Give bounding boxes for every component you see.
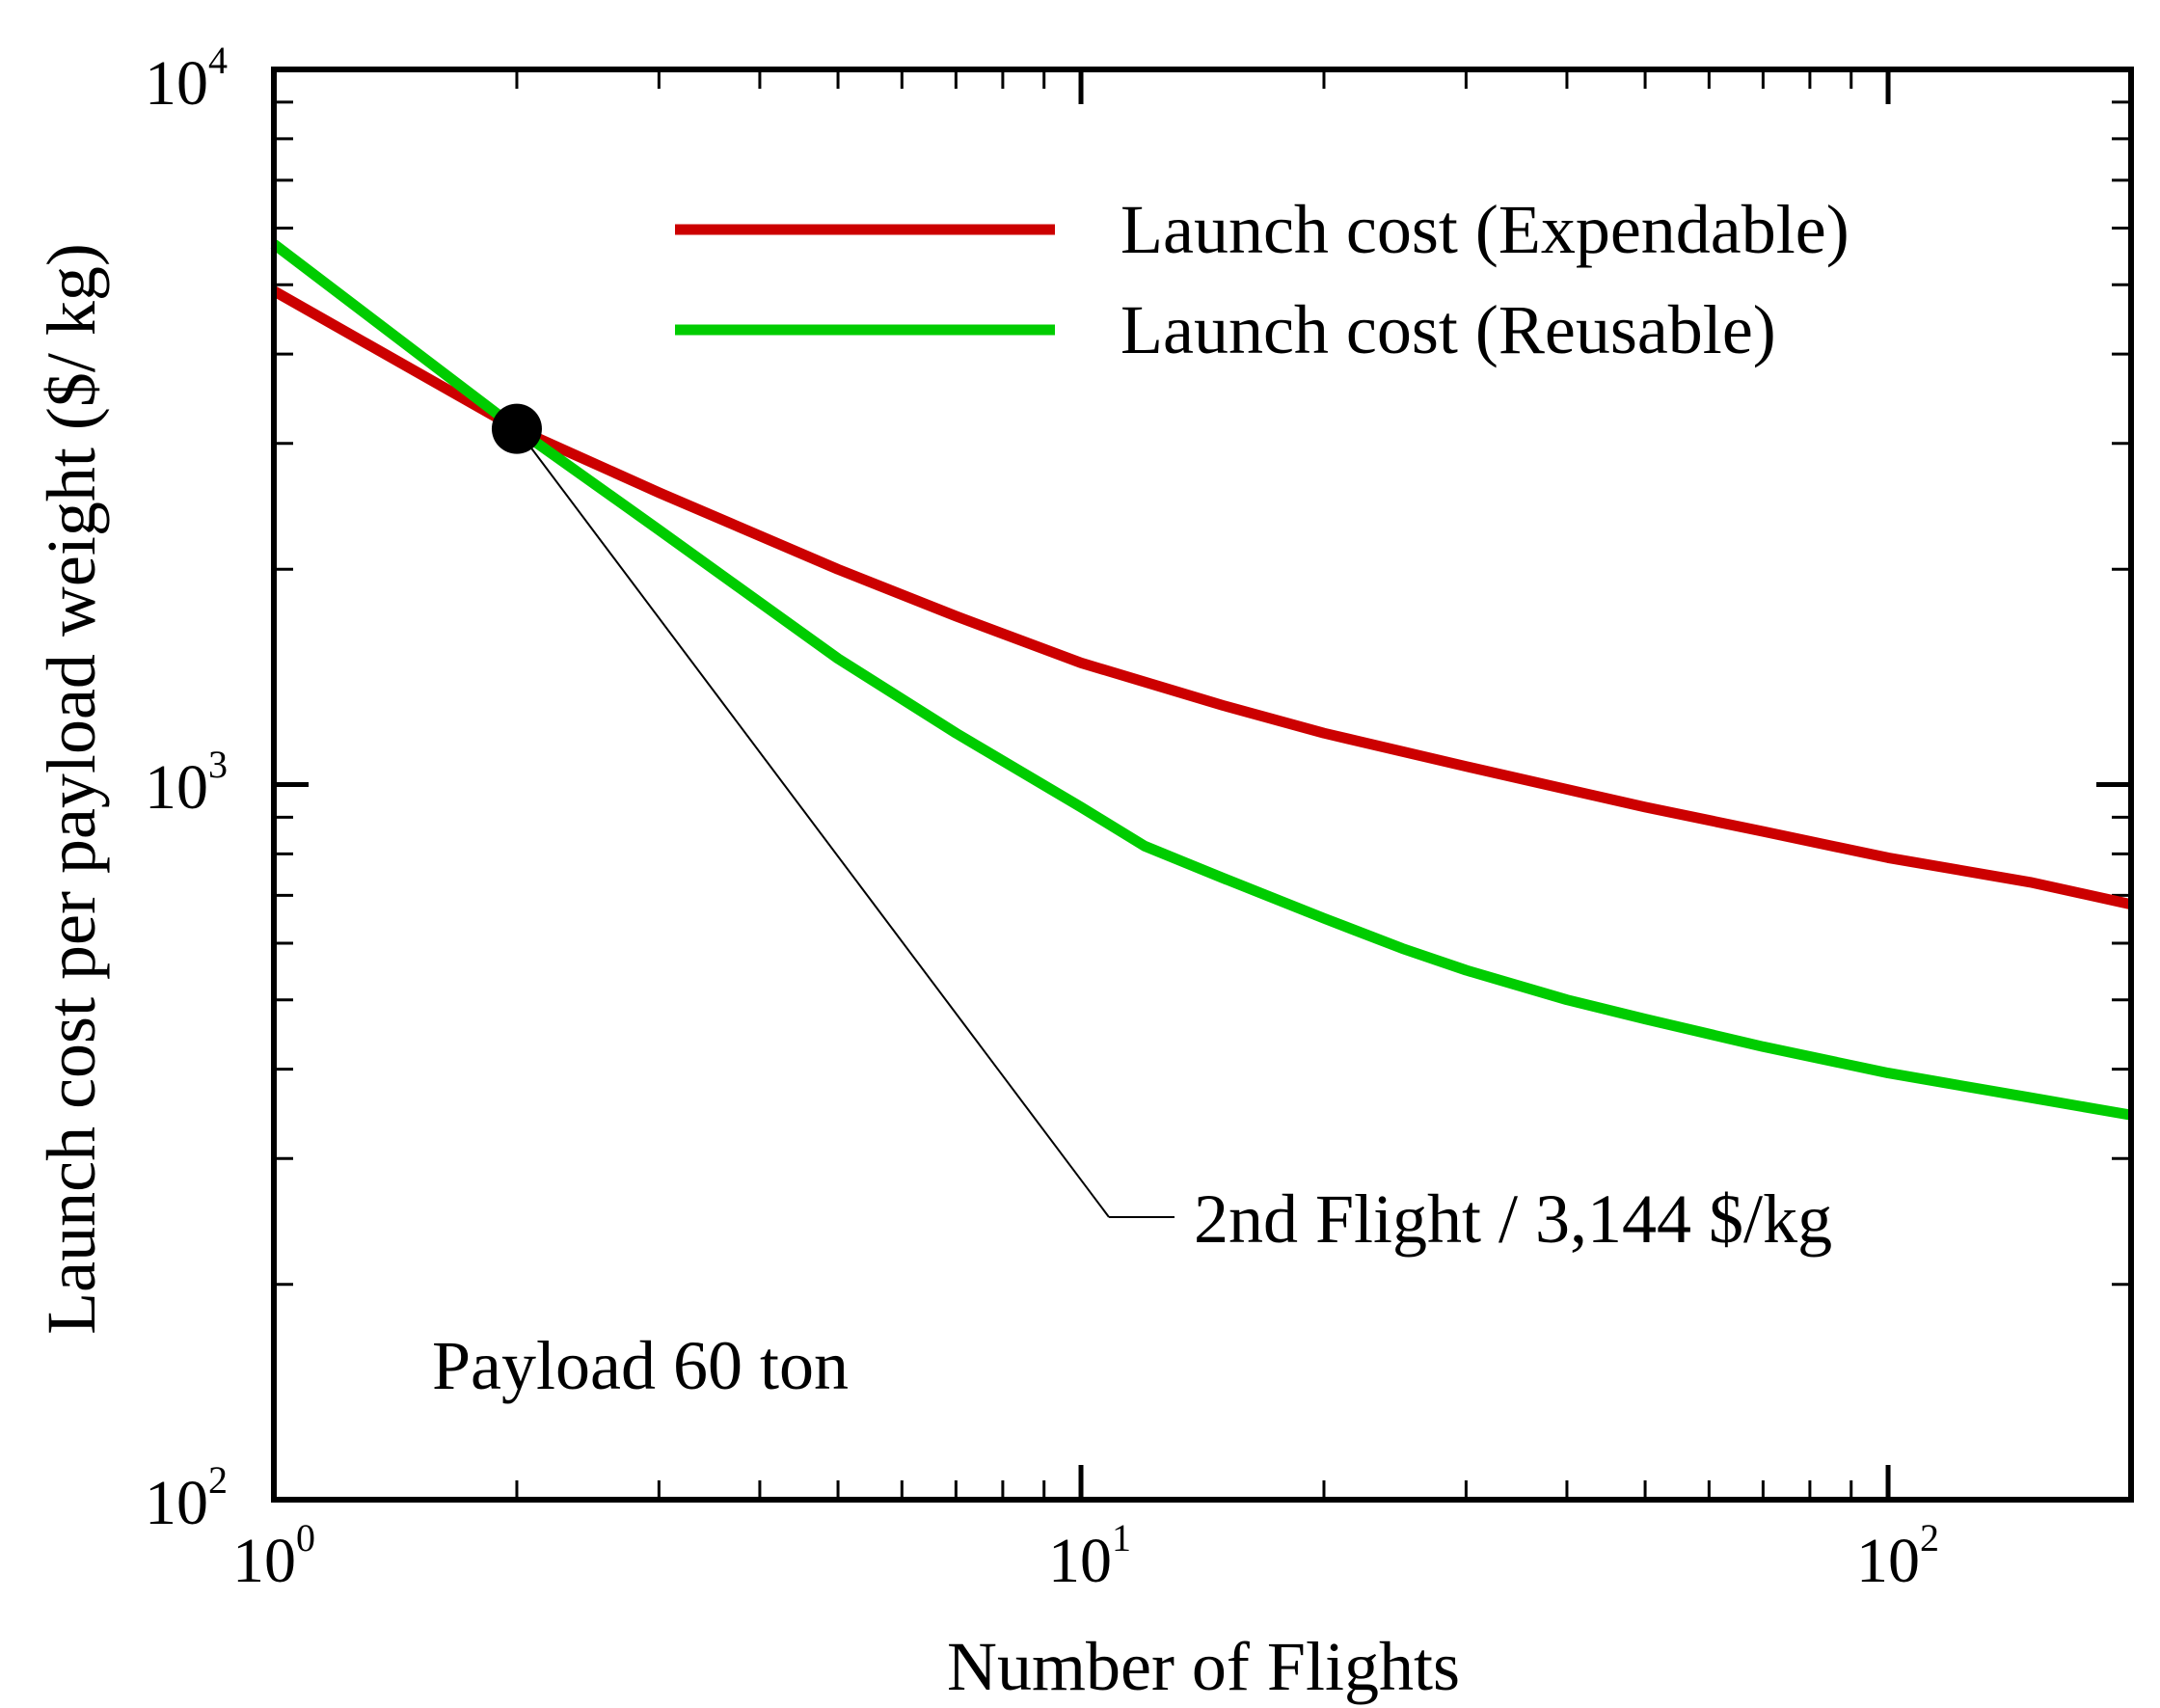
legend-label-reusable: Launch cost (Reusable) xyxy=(1120,291,1776,368)
series-layer xyxy=(270,239,2133,1121)
annotation-payload: Payload 60 ton xyxy=(432,1327,849,1404)
annotation-second-flight: 2nd Flight / 3,144 $/kg xyxy=(1194,1180,1832,1258)
series-line-reusable xyxy=(270,239,2132,1121)
x-axis-title: Number of Flights xyxy=(947,1628,1460,1705)
annotation-leader-line xyxy=(516,428,1110,1218)
major-ticks xyxy=(271,67,2131,1503)
y-tick-label-1: 103 xyxy=(145,743,228,823)
series-line-expendable xyxy=(271,285,2133,910)
y-axis-title: Launch cost per payload weight ($/ kg) xyxy=(33,243,110,1335)
minor-ticks xyxy=(274,69,2133,1500)
crossover-marker xyxy=(491,403,542,454)
y-tick-label-0: 102 xyxy=(145,1458,228,1538)
legend: Launch cost (Expendable) Launch cost (Re… xyxy=(675,191,1850,368)
plot-frame xyxy=(271,67,2134,1503)
x-tick-label-0: 100 xyxy=(232,1516,315,1596)
x-tick-label-1: 101 xyxy=(1048,1516,1131,1596)
x-tick-label-2: 102 xyxy=(1856,1516,1939,1596)
legend-label-expendable: Launch cost (Expendable) xyxy=(1120,191,1850,268)
y-tick-label-2: 104 xyxy=(145,39,228,119)
